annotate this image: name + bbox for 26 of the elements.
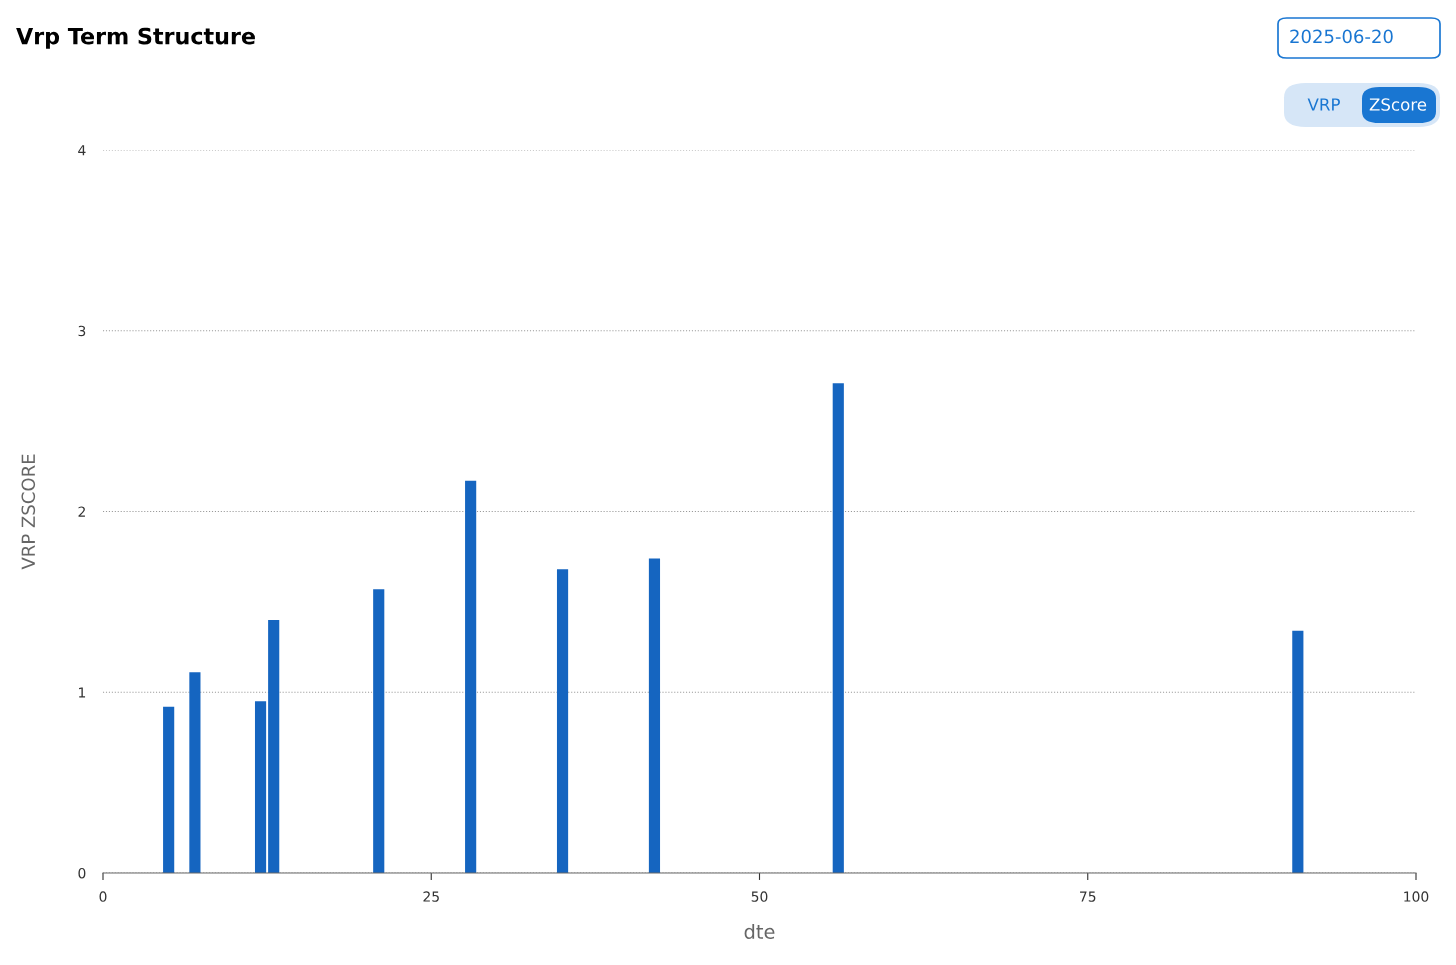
- y-tick-label: 0: [78, 867, 86, 879]
- bar: [254, 701, 267, 873]
- x-tick-label: 100: [1404, 891, 1429, 902]
- text: ZScore: [1369, 98, 1427, 111]
- bar: [832, 383, 844, 873]
- x-tick-label: 50: [751, 891, 768, 902]
- bar: [556, 569, 569, 873]
- x-tick-label: 25: [423, 891, 439, 902]
- text: 2025-06-20: [1290, 29, 1393, 44]
- y-tick-label: 1: [79, 687, 86, 698]
- bar: [163, 706, 175, 873]
- bar: [373, 589, 385, 873]
- y-tick-label: 2: [78, 506, 85, 517]
- bar: [648, 558, 661, 873]
- x-axis-title: dte: [744, 923, 775, 939]
- text: VRP: [1307, 98, 1340, 111]
- x-tick-label: 0: [99, 891, 107, 902]
- y-tick-label: 3: [78, 325, 86, 337]
- chart-title: Vrp Term Structure: [16, 27, 255, 49]
- bar: [268, 619, 280, 873]
- bar: [189, 672, 201, 873]
- bar: [465, 480, 477, 873]
- y-tick-label: 4: [78, 145, 86, 156]
- x-tick-label: 75: [1080, 891, 1096, 902]
- y-axis-title: VRP ZSCORE: [21, 454, 36, 570]
- bar: [1292, 630, 1304, 873]
